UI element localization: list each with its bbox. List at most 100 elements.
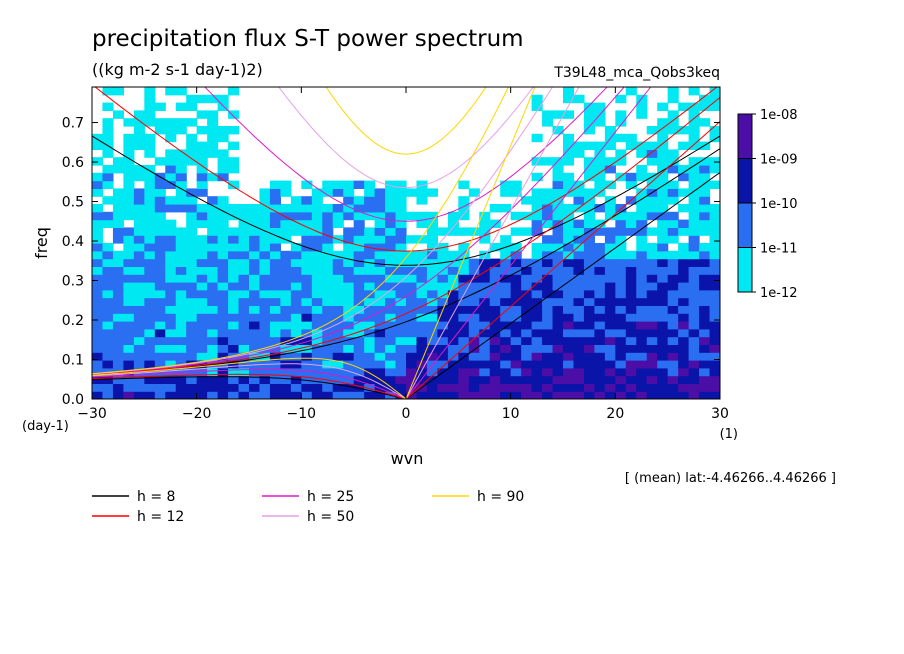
spectrum-cell: [468, 367, 480, 377]
spectrum-cell: [604, 250, 616, 260]
spectrum-cell: [604, 243, 616, 252]
spectrum-cell: [217, 336, 229, 345]
spectrum-cell: [688, 305, 700, 314]
colorbar-label: 1e-12: [760, 286, 798, 301]
spectrum-cell: [406, 360, 418, 369]
spectrum-cell: [500, 313, 512, 322]
spectrum-cell: [280, 188, 292, 197]
spectrum-cell: [395, 243, 407, 252]
spectrum-cell: [353, 313, 365, 322]
spectrum-cell: [406, 282, 418, 291]
spectrum-cell: [699, 165, 711, 174]
spectrum-cell: [479, 289, 491, 299]
spectrum-cell: [563, 219, 575, 228]
spectrum-cell: [573, 227, 585, 236]
spectrum-cell: [594, 375, 606, 384]
spectrum-cell: [657, 383, 669, 392]
spectrum-cell: [552, 250, 564, 260]
spectrum-cell: [144, 227, 156, 236]
spectrum-cell: [479, 266, 491, 275]
spectrum-cell: [468, 360, 480, 369]
spectrum-cell: [510, 188, 522, 197]
spectrum-cell: [249, 328, 261, 338]
spectrum-cell: [552, 328, 564, 338]
spectrum-cell: [175, 313, 187, 322]
spectrum-cell: [154, 196, 166, 205]
colorbar-label: 1e-08: [760, 108, 798, 123]
spectrum-cell: [636, 250, 648, 260]
spectrum-cell: [709, 157, 720, 166]
spectrum-cell: [301, 258, 313, 267]
spectrum-cell: [468, 391, 480, 399]
spectrum-cell: [207, 149, 219, 158]
spectrum-cell: [238, 297, 250, 306]
dispersion-curves: [92, 87, 720, 399]
spectrum-cell: [500, 274, 512, 283]
spectrum-cell: [154, 375, 166, 384]
spectrum-cell: [311, 383, 323, 392]
spectrum-cell: [175, 126, 187, 135]
chart-subtitle: ((kg m-2 s-1 day-1)2): [92, 60, 263, 79]
spectrum-cell: [678, 204, 690, 213]
spectrum-cell: [709, 235, 720, 244]
spectrum-cell: [249, 305, 261, 314]
spectrum-cell: [280, 258, 292, 267]
spectrum-cell: [542, 391, 554, 399]
spectrum-cell: [228, 110, 240, 119]
spectrum-cell: [437, 375, 449, 384]
spectrum-cell: [563, 87, 575, 96]
spectrum-cell: [709, 352, 720, 361]
spectrum-cell: [657, 344, 669, 353]
spectrum-cell: [699, 196, 711, 205]
spectrum-cell: [217, 258, 229, 267]
spectrum-cell: [500, 282, 512, 291]
spectrum-cell: [395, 235, 407, 244]
spectrum-cell: [175, 321, 187, 330]
spectrum-cell: [636, 235, 648, 244]
spectrum-cell: [615, 157, 627, 166]
spectrum-cell: [646, 243, 658, 252]
inertio-gravity-curve: [94, 87, 718, 252]
spectrum-cell: [217, 211, 229, 221]
spectrum-cell: [217, 282, 229, 291]
spectrum-cell: [552, 367, 564, 377]
spectrum-cell: [646, 305, 658, 314]
spectrum-cell: [583, 266, 595, 275]
spectrum-cell: [646, 266, 658, 275]
inertio-gravity-curve: [204, 87, 608, 222]
spectrum-cell: [154, 328, 166, 338]
spectrum-cell: [615, 243, 627, 252]
spectrum-cell: [280, 180, 292, 189]
spectrum-cell: [165, 172, 177, 182]
spectrum-cell: [196, 328, 208, 338]
spectrum-cell: [112, 250, 124, 260]
spectrum-cell: [92, 289, 104, 299]
spectrum-cell: [531, 243, 543, 252]
x-axis-ticks: −30 −20 −10 0 10 20 30: [77, 87, 729, 422]
spectrum-cell: [112, 258, 124, 267]
spectrum-cell: [196, 274, 208, 283]
spectrum-cell: [657, 235, 669, 244]
spectrum-cell: [175, 336, 187, 345]
spectrum-cell: [144, 141, 156, 150]
spectrum-cell: [249, 227, 261, 236]
spectrum-cell: [646, 367, 658, 377]
spectrum-cell: [678, 367, 690, 377]
spectrum-cell: [709, 383, 720, 392]
spectrum-cell: [426, 282, 438, 291]
spectrum-cell: [238, 305, 250, 314]
spectrum-cell: [144, 165, 156, 174]
spectrum-cell: [563, 204, 575, 213]
spectrum-cell: [709, 282, 720, 291]
spectrum-cell: [228, 391, 240, 399]
spectrum-cell: [144, 274, 156, 283]
spectrum-cell: [259, 227, 271, 236]
spectrum-cell: [290, 352, 302, 361]
spectrum-cell: [646, 336, 658, 345]
spectrum-cell: [133, 172, 145, 182]
spectrum-cell: [301, 266, 313, 275]
spectrum-cell: [196, 157, 208, 166]
spectrum-cell: [667, 126, 679, 135]
spectrum-cell: [165, 258, 177, 267]
spectrum-cell: [301, 313, 313, 322]
